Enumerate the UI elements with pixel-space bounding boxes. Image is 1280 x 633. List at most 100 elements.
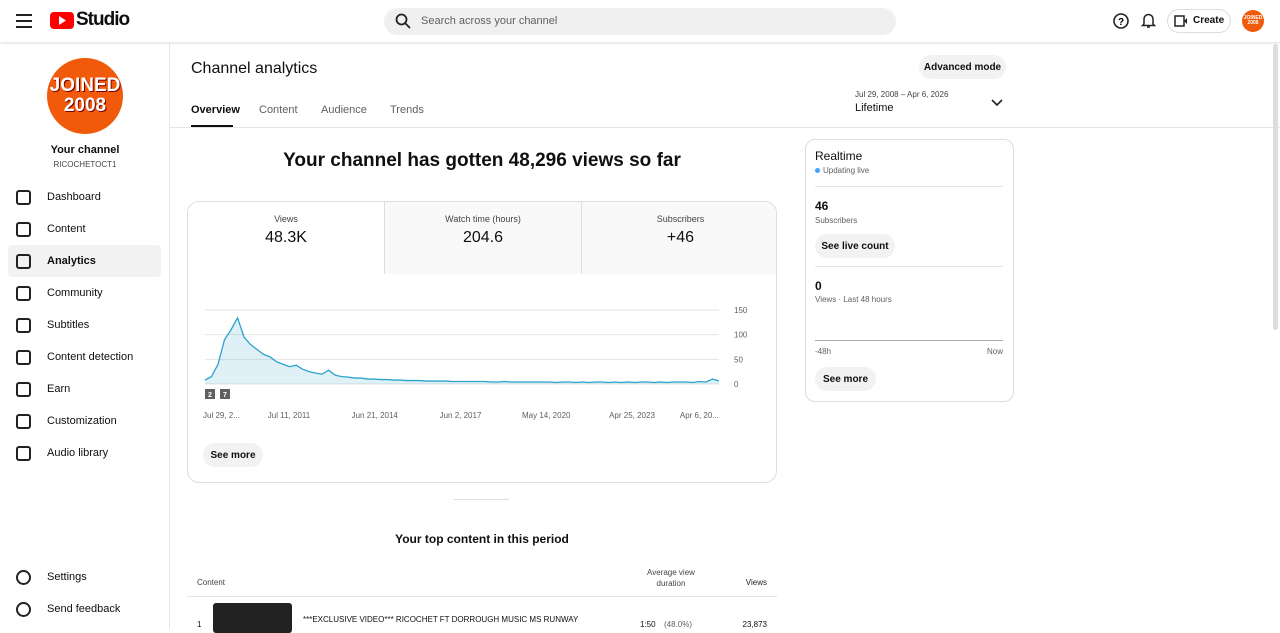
search-placeholder: Search across your channel <box>421 15 558 27</box>
create-icon <box>1174 15 1187 27</box>
headline: Your channel has gotten 48,296 views so … <box>283 150 681 171</box>
help-icon[interactable]: ? <box>1113 13 1129 29</box>
nav-icon <box>16 254 31 269</box>
period-dropdown[interactable] <box>991 99 1003 107</box>
search-box[interactable] <box>384 8 896 35</box>
avatar-line: JOINED <box>49 75 121 96</box>
nav-icon <box>16 350 31 365</box>
overview-card: Views 48.3K Watch time (hours) 204.6 Subsc… <box>187 201 777 483</box>
realtime-baseline <box>815 340 1003 341</box>
tab[interactable]: Content <box>259 104 298 116</box>
scrollbar[interactable] <box>1273 44 1278 330</box>
nav-icon <box>16 286 31 301</box>
nav-item[interactable]: Subtitles <box>47 319 90 331</box>
nav-icon <box>16 602 31 617</box>
period[interactable]: Lifetime <box>855 102 894 114</box>
nav-icon <box>16 570 31 585</box>
avatar-line: JOINED <box>1243 15 1263 21</box>
sidebar-divider <box>169 42 170 629</box>
area <box>205 317 719 384</box>
row-percent: (48.0%) <box>664 620 693 629</box>
nav-icon <box>16 446 31 461</box>
video-title[interactable]: ***EXCLUSIVE VIDEO*** RICOCHET FT DORROU… <box>303 615 579 624</box>
nav-item[interactable]: Community <box>47 287 103 299</box>
realtime-see-more[interactable]: See more <box>815 367 876 391</box>
menu-button[interactable] <box>16 14 32 28</box>
metric-value: 48.3K <box>265 229 307 246</box>
nav-icon <box>16 222 31 237</box>
nav-icon <box>16 382 31 397</box>
nav-item[interactable]: Settings <box>47 571 87 583</box>
row-views: 23,873 <box>742 620 767 629</box>
tab-underline <box>191 125 233 127</box>
tab[interactable]: Audience <box>321 104 367 116</box>
row-duration: 1:50 <box>640 620 656 629</box>
date-range: Jul 29, 2008 – Apr 6, 2026 <box>855 90 949 99</box>
channel-handle: RICOCHETOCT1 <box>53 160 117 169</box>
x-tick-label: Jul 29, 2... <box>203 411 240 420</box>
metric-label: Subscribers <box>656 214 705 224</box>
y-tick-label: 100 <box>734 331 748 340</box>
x-tick-label: Jul 11, 2011 <box>268 411 311 420</box>
tab[interactable]: Overview <box>191 104 240 116</box>
realtime-subscribers-label: Subscribers <box>815 216 858 225</box>
table-header: Content <box>197 578 226 587</box>
views-chart: 0 50 100 150 2 7 Jul 29, 2... Jul 11, 2011 Jun 2… <box>203 306 748 420</box>
nav-icon <box>16 318 31 333</box>
realtime-views-label: Views · Last 48 hours <box>815 295 892 304</box>
account-avatar[interactable]: JOINED 2008 <box>1242 10 1264 32</box>
divider <box>815 266 1003 267</box>
nav-item[interactable]: Dashboard <box>47 191 101 203</box>
nav-item[interactable]: Earn <box>47 383 71 395</box>
avatar-line: 2008 <box>1247 20 1259 26</box>
create-button[interactable] <box>1167 9 1231 33</box>
annotation-label: 7 <box>223 392 227 399</box>
metric-label: Watch time (hours) <box>445 214 521 224</box>
see-more-button[interactable]: See more <box>203 443 263 467</box>
table-header: Views <box>745 578 767 587</box>
realtime-end: Now <box>986 347 1003 356</box>
advanced-mode-button[interactable]: Advanced mode <box>919 55 1006 79</box>
tab[interactable]: Trends <box>390 104 424 116</box>
realtime-views: 0 <box>815 279 822 293</box>
y-tick-label: 50 <box>734 355 743 364</box>
svg-text:?: ? <box>1118 17 1124 28</box>
live-count-button[interactable]: See live count <box>815 234 895 258</box>
x-tick-label: May 14, 2020 <box>522 411 571 420</box>
table-divider <box>187 596 777 597</box>
studio-logo[interactable]: Studio <box>76 9 130 30</box>
channel-avatar[interactable]: JOINED 2008 <box>47 58 123 134</box>
metric-tab[interactable]: Subscribers +46 <box>582 202 776 274</box>
divider <box>815 186 1003 187</box>
nav-item[interactable]: Customization <box>47 415 117 427</box>
nav-item[interactable]: Audio library <box>47 447 109 459</box>
annotation-badge[interactable] <box>205 389 215 399</box>
nav-item[interactable]: Content <box>47 223 86 235</box>
search-icon <box>395 13 411 29</box>
realtime-card <box>805 139 1014 402</box>
metric-label: Views <box>274 214 298 224</box>
nav-item[interactable]: Analytics <box>47 255 96 267</box>
nav-item[interactable]: Content detection <box>47 351 134 363</box>
create-label: Create <box>1193 15 1225 26</box>
row-rank: 1 <box>197 620 202 629</box>
realtime-start: -48h <box>815 347 832 356</box>
nav-item[interactable]: Send feedback <box>47 603 121 615</box>
metric-tab[interactable]: Watch time (hours) 204.6 <box>385 202 582 274</box>
x-tick-label: Apr 6, 20... <box>680 411 719 420</box>
channel-title: Your channel <box>50 144 120 156</box>
nav-active-bg <box>8 245 161 277</box>
annotation-badge[interactable] <box>220 389 230 399</box>
annotation-label: 2 <box>208 392 212 399</box>
metric-tab[interactable]: Views 48.3K <box>188 202 385 274</box>
notifications-icon[interactable] <box>1141 12 1156 29</box>
x-tick-label: Jun 2, 2017 <box>440 411 482 420</box>
nav-icon <box>16 190 31 205</box>
x-tick-label: Jun 21, 2014 <box>352 411 399 420</box>
section-divider <box>454 499 509 500</box>
video-thumbnail[interactable] <box>213 603 292 633</box>
yt-logo <box>50 12 74 29</box>
metric-value: +46 <box>666 229 695 246</box>
